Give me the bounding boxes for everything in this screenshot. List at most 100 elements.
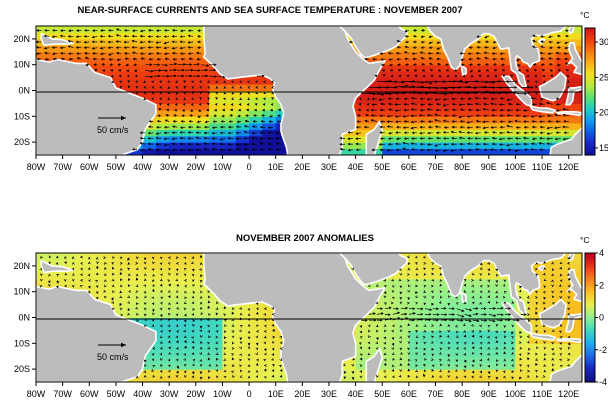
current-vector (397, 68, 401, 72)
current-vector (499, 52, 505, 56)
current-vector (95, 272, 99, 276)
current-vector (403, 120, 409, 123)
current-vector (200, 312, 204, 315)
current-vector (405, 68, 409, 72)
current-vector (156, 125, 162, 129)
colorbar-segment (585, 129, 595, 133)
colorbar-segment (585, 138, 595, 141)
current-vector (440, 307, 447, 310)
current-vector (375, 324, 379, 328)
current-vector (475, 51, 481, 55)
current-vector (215, 312, 219, 316)
current-vector (519, 346, 523, 350)
current-vector (119, 284, 123, 288)
current-vector (59, 34, 66, 38)
current-vector (175, 313, 179, 317)
current-vector (95, 256, 99, 260)
current-vector (165, 114, 170, 117)
current-vector (179, 46, 186, 50)
current-vector (277, 108, 282, 112)
philippines-islands (566, 268, 582, 303)
current-vector (459, 51, 465, 55)
current-vector (429, 62, 433, 66)
current-vector (271, 347, 275, 351)
current-vector (434, 98, 441, 101)
current-vector (279, 364, 282, 368)
current-vector (404, 57, 409, 61)
current-vector (179, 136, 186, 140)
colorbar-segment (585, 345, 595, 349)
current-vector (567, 346, 571, 350)
current-vector (376, 307, 384, 311)
current-vector (548, 57, 553, 60)
current-vector (191, 273, 195, 277)
current-vector (404, 34, 409, 38)
current-vector (155, 35, 162, 38)
current-vector (223, 352, 227, 356)
current-vector (444, 63, 449, 67)
current-vector (559, 323, 563, 327)
current-vector (431, 347, 435, 351)
current-vector (92, 29, 98, 33)
current-vector (199, 86, 203, 89)
current-vector (512, 92, 528, 96)
current-vector (199, 346, 203, 350)
current-vector (112, 256, 115, 259)
current-vector (201, 64, 210, 67)
current-vector (223, 97, 226, 101)
current-vector (40, 255, 43, 259)
current-vector (415, 335, 419, 338)
current-vector (398, 278, 402, 282)
current-vector (419, 103, 425, 107)
current-vector (459, 108, 465, 112)
current-vector (231, 85, 235, 89)
current-vector (492, 46, 497, 50)
current-vector (495, 323, 499, 327)
current-vector (177, 68, 185, 72)
current-vector (239, 364, 243, 368)
current-vector (450, 142, 457, 146)
current-vector (386, 120, 393, 123)
current-vector (447, 346, 451, 350)
current-vector (147, 46, 154, 49)
current-vector (399, 301, 403, 305)
current-vector (215, 352, 219, 355)
current-vector (551, 352, 555, 356)
current-vector (562, 137, 569, 141)
current-vector (476, 35, 481, 39)
current-vector (279, 336, 283, 339)
current-vector (192, 323, 195, 327)
current-vector (495, 376, 499, 380)
colorbar-segment (585, 283, 595, 286)
current-vector (534, 352, 538, 356)
current-vector (148, 120, 154, 123)
current-vector (152, 347, 156, 350)
current-vector (211, 137, 218, 140)
current-vector (448, 295, 451, 299)
anomaly-panel-title: NOVEMBER 2007 ANOMALIES (236, 233, 374, 244)
current-vector (564, 34, 569, 38)
current-vector (183, 267, 187, 271)
current-vector (381, 68, 385, 72)
current-vector (177, 62, 186, 66)
australia-landmass (549, 354, 582, 382)
colorbar-segment (585, 356, 595, 359)
current-vector (554, 126, 561, 130)
current-vector (527, 301, 530, 305)
current-vector (84, 51, 90, 55)
current-vector (410, 108, 417, 111)
current-vector (556, 46, 561, 49)
longitude-axis: 80W 70W 60W 50W 40W 30W 20W 10W 0 10E 20E 30E 40E 50E… (27, 155, 579, 172)
current-vector (171, 148, 178, 152)
current-vector (438, 74, 442, 78)
colorbar-segment (585, 317, 595, 321)
current-vector (75, 46, 82, 49)
current-vector (71, 284, 75, 288)
current-vector (184, 339, 187, 343)
current-vector (542, 74, 546, 78)
current-vector (199, 371, 203, 375)
current-vector (136, 296, 139, 299)
current-vector (406, 272, 410, 276)
current-vector (167, 267, 171, 271)
longitude-tick-label: 50E (374, 162, 390, 172)
